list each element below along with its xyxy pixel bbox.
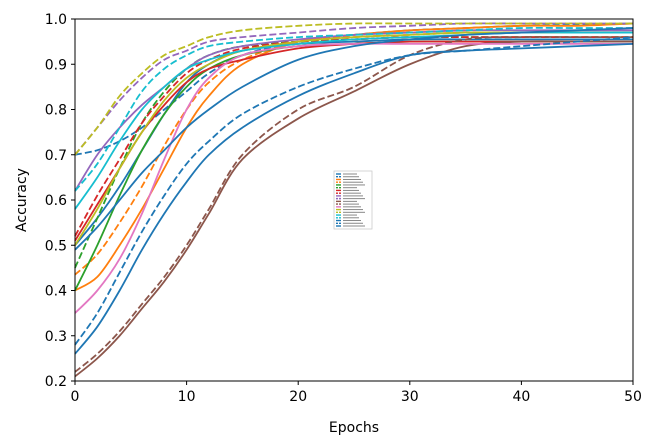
series-line-12	[74, 36, 633, 373]
legend-entry-text	[343, 214, 357, 216]
series-layer	[74, 22, 634, 378]
legend-entry-text	[343, 195, 363, 197]
series-line-13	[74, 42, 633, 314]
series-line-11	[74, 40, 633, 378]
legend-entry-text	[343, 198, 365, 200]
legend-entry-text	[343, 184, 365, 186]
x-tick-label: 40	[512, 389, 530, 405]
legend-entry-text	[343, 222, 363, 224]
series-line-18	[74, 42, 634, 355]
legend-entry-text	[343, 217, 359, 219]
x-tick-label: 10	[178, 389, 196, 405]
series-line-10	[74, 22, 633, 156]
y-tick-label: 0.8	[45, 103, 67, 119]
legend-entry-text	[343, 225, 365, 227]
y-axis-title: Accuracy	[14, 168, 30, 232]
series-line-17	[74, 26, 633, 192]
legend-entry-text	[343, 211, 365, 213]
y-tick-label: 0.5	[45, 238, 67, 254]
legend-entry-text	[343, 209, 363, 211]
legend-entry-text	[343, 192, 361, 194]
y-tick-label: 1.0	[45, 12, 67, 28]
x-axis: 0 10 20 30 40 50	[71, 381, 642, 405]
legend-entry-text	[343, 200, 357, 202]
series-line-3	[74, 22, 634, 292]
y-axis: 0.2 0.3 0.4 0.5 0.6 0.7 0.8 0.9 1.0	[45, 12, 75, 390]
legend-entry-text	[343, 206, 361, 208]
x-tick-label: 50	[624, 389, 642, 405]
series-line-20	[74, 27, 634, 251]
legend-entry-text	[343, 189, 359, 191]
y-tick-label: 0.6	[45, 193, 67, 209]
legend-entry-text	[343, 181, 363, 183]
series-line-9	[74, 29, 633, 192]
legend-entry-text	[343, 176, 359, 178]
x-tick-label: 0	[71, 389, 80, 405]
legend-entry-text	[343, 220, 361, 222]
y-tick-label: 0.2	[45, 374, 67, 390]
legend-entry-text	[343, 203, 359, 205]
x-axis-title: Epochs	[329, 420, 379, 436]
x-tick-label: 20	[289, 389, 307, 405]
legend-entry-text	[343, 178, 361, 180]
series-line-15	[74, 22, 633, 156]
y-tick-label: 0.4	[45, 284, 67, 300]
x-tick-label: 30	[401, 389, 419, 405]
legend-box	[333, 170, 373, 230]
y-tick-label: 0.3	[45, 329, 67, 345]
legend-entry-text	[343, 187, 357, 189]
legend	[333, 170, 373, 230]
legend-entry-text	[343, 173, 357, 175]
y-tick-label: 0.9	[45, 57, 67, 73]
series-line-19	[74, 36, 634, 346]
y-tick-label: 0.7	[45, 148, 67, 164]
